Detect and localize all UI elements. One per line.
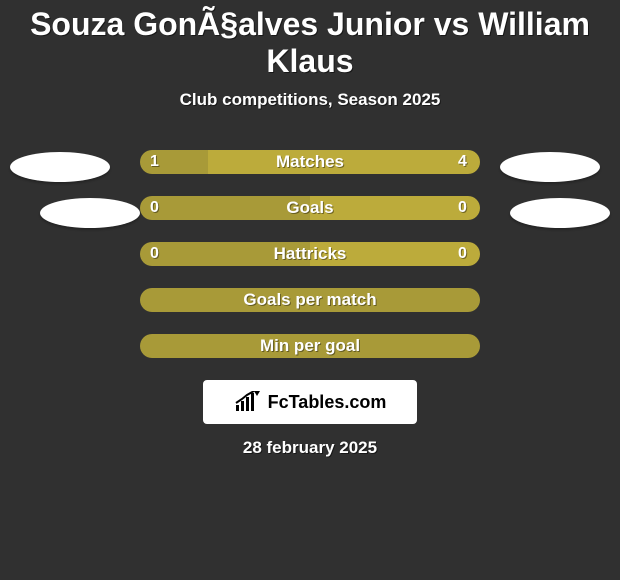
- player-badge-right: [510, 198, 610, 228]
- stat-bar: [140, 150, 480, 174]
- stat-bar-right: [310, 242, 480, 266]
- stat-row: Goals00: [0, 196, 620, 220]
- page-title: Souza GonÃ§alves Junior vs William Klaus: [0, 0, 620, 80]
- stat-bar-right: [208, 150, 480, 174]
- snapshot-date: 28 february 2025: [0, 438, 620, 458]
- player-badge-right: [500, 152, 600, 182]
- stat-bar: [140, 196, 480, 220]
- stat-row: Goals per match: [0, 288, 620, 312]
- player-badge-left: [10, 152, 110, 182]
- stat-bar: [140, 334, 480, 358]
- stat-bar-left: [140, 196, 310, 220]
- stat-bar: [140, 288, 480, 312]
- stat-row: Min per goal: [0, 334, 620, 358]
- stat-bar-left: [140, 242, 310, 266]
- fctables-icon: [234, 391, 262, 413]
- stat-row: Hattricks00: [0, 242, 620, 266]
- player-badge-left: [40, 198, 140, 228]
- stat-bar-left: [140, 150, 208, 174]
- stat-bar-left: [140, 334, 480, 358]
- brand-text: FcTables.com: [268, 392, 387, 413]
- stat-bar-left: [140, 288, 480, 312]
- page-subtitle: Club competitions, Season 2025: [0, 90, 620, 110]
- stat-bar: [140, 242, 480, 266]
- brand-box: FcTables.com: [203, 380, 417, 424]
- stat-bar-right: [310, 196, 480, 220]
- comparison-infographic: Souza GonÃ§alves Junior vs William Klaus…: [0, 0, 620, 580]
- stat-row: Matches14: [0, 150, 620, 174]
- comparison-chart: Matches14 Goals00 Hattricks00 Goals per mat…: [0, 150, 620, 358]
